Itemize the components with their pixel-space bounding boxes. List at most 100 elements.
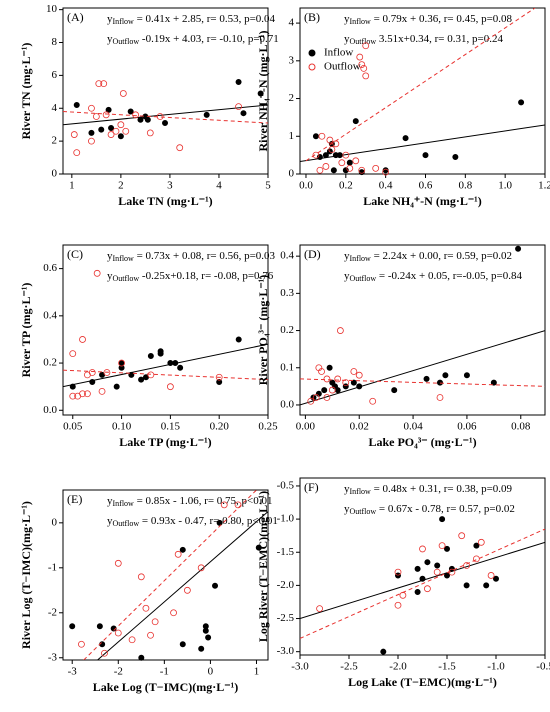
point xyxy=(147,631,154,639)
point xyxy=(326,136,334,144)
point xyxy=(93,269,101,277)
equation-body: = 0.85x - 1.06, r= 0.75, p<0.01 xyxy=(134,495,273,507)
point xyxy=(323,375,331,383)
equation: yInflow = 0.48x + 0.31, r= 0.38, p=0.09 xyxy=(344,483,513,496)
x-tick-label: 0.0 xyxy=(299,180,313,192)
equation-y: y xyxy=(107,250,113,262)
y-tick-label: 2 xyxy=(52,135,58,147)
point xyxy=(321,387,328,394)
y-tick-label: 0 xyxy=(52,168,58,180)
point xyxy=(463,372,470,379)
point xyxy=(380,648,387,655)
x-axis-label: Lake NH₄⁺-N (mg·L⁻¹) xyxy=(363,194,482,208)
point xyxy=(332,140,340,148)
x-tick-label: -2.0 xyxy=(389,661,407,673)
x-axis-label: Lake PO₄³⁻ (mg·L⁻¹) xyxy=(368,435,476,449)
point xyxy=(138,376,145,383)
y-axis-label: River NH₄⁺-N (mg·L⁻¹) xyxy=(256,31,270,152)
point xyxy=(166,383,174,391)
y-tick-label: 0.4 xyxy=(280,250,294,262)
point xyxy=(88,104,95,112)
x-tick-label: -2.5 xyxy=(340,661,358,673)
panel: -3 -2 -1 0 1 -3 -2 -1 0 Lake Log (T−IMC)(mg·L⁻¹) R… xyxy=(19,489,278,694)
y-tick-label: 0 xyxy=(289,168,295,180)
point xyxy=(436,379,443,386)
x-tick-label: 0.10 xyxy=(112,421,132,433)
point xyxy=(142,604,150,612)
point xyxy=(362,42,370,50)
equation-y: y xyxy=(107,33,113,45)
point xyxy=(358,61,366,68)
legend-label: Outflow xyxy=(324,61,361,73)
equation-body: = -0.24x + 0.05, r=-0.05, p=0.84 xyxy=(376,270,522,282)
x-tick-label: -0.5 xyxy=(536,661,550,673)
x-tick-label: 0.20 xyxy=(210,421,230,433)
point xyxy=(70,131,78,138)
point xyxy=(338,159,346,167)
x-axis-label: Lake Log (T−IMC)(mg·L⁻¹) xyxy=(93,680,238,694)
fit-line xyxy=(63,111,268,124)
point xyxy=(424,559,431,566)
equation-subscript: Outflow xyxy=(113,37,140,46)
fit-line xyxy=(63,104,268,126)
point xyxy=(334,375,342,383)
point xyxy=(197,564,205,572)
point xyxy=(114,559,122,567)
y-tick-label: -3 xyxy=(48,651,58,663)
point xyxy=(88,129,95,136)
panel-label: (E) xyxy=(67,492,82,506)
equation-body: = 0.79x + 0.36, r= 0.45, p=0.08 xyxy=(371,13,513,25)
fit-line xyxy=(305,8,536,162)
equation: yInflow = 0.79x + 0.36, r= 0.45, p=0.08 xyxy=(344,13,513,26)
x-tick-label: 1.0 xyxy=(498,180,512,192)
panel-label: (A) xyxy=(67,10,84,24)
equation-subscript: Inflow xyxy=(113,17,135,26)
point xyxy=(112,127,120,135)
point xyxy=(78,640,85,648)
point xyxy=(326,364,333,371)
point xyxy=(342,151,350,159)
point xyxy=(492,575,499,582)
equation-body: -0.25x+0.18, r= -0.08, p=0.76 xyxy=(139,270,274,282)
x-tick-label: 5 xyxy=(265,180,271,192)
point xyxy=(443,545,450,552)
point xyxy=(391,387,398,394)
x-tick-label: 0.02 xyxy=(350,421,369,433)
point xyxy=(114,629,122,637)
fit-line xyxy=(97,511,268,660)
point xyxy=(113,383,120,390)
point xyxy=(101,649,108,657)
y-tick-label: 0.4 xyxy=(43,309,57,321)
point xyxy=(328,386,336,394)
y-tick-label: 0.2 xyxy=(43,357,57,369)
equation-subscript: Outflow xyxy=(350,507,377,516)
point xyxy=(122,127,130,135)
point xyxy=(350,379,357,386)
y-tick-label: -1.0 xyxy=(277,513,295,525)
equation-y: y xyxy=(107,515,113,527)
point xyxy=(147,371,155,379)
point xyxy=(156,113,164,120)
point xyxy=(402,135,409,142)
point xyxy=(118,360,125,367)
point xyxy=(240,110,247,117)
point xyxy=(318,132,326,140)
x-tick-label: 0.6 xyxy=(419,180,433,192)
point xyxy=(103,369,111,376)
point xyxy=(174,550,182,558)
y-axis-label: Log River (T−EMC)(mg·L⁻¹) xyxy=(256,491,270,642)
y-tick-label: 4 xyxy=(289,17,295,29)
fit-line xyxy=(300,378,545,387)
equation-body: = 0.48x + 0.31, r= 0.38, p=0.09 xyxy=(371,483,513,495)
legend-marker xyxy=(308,63,316,71)
point xyxy=(100,80,108,88)
point xyxy=(362,72,370,80)
point xyxy=(147,352,154,359)
equation-y: y xyxy=(344,33,350,45)
point xyxy=(215,373,223,381)
equation-subscript: Outflow xyxy=(350,274,377,283)
point xyxy=(328,146,336,153)
point xyxy=(128,636,136,644)
y-tick-label: -3.0 xyxy=(277,645,295,657)
plot-frame xyxy=(62,244,269,416)
